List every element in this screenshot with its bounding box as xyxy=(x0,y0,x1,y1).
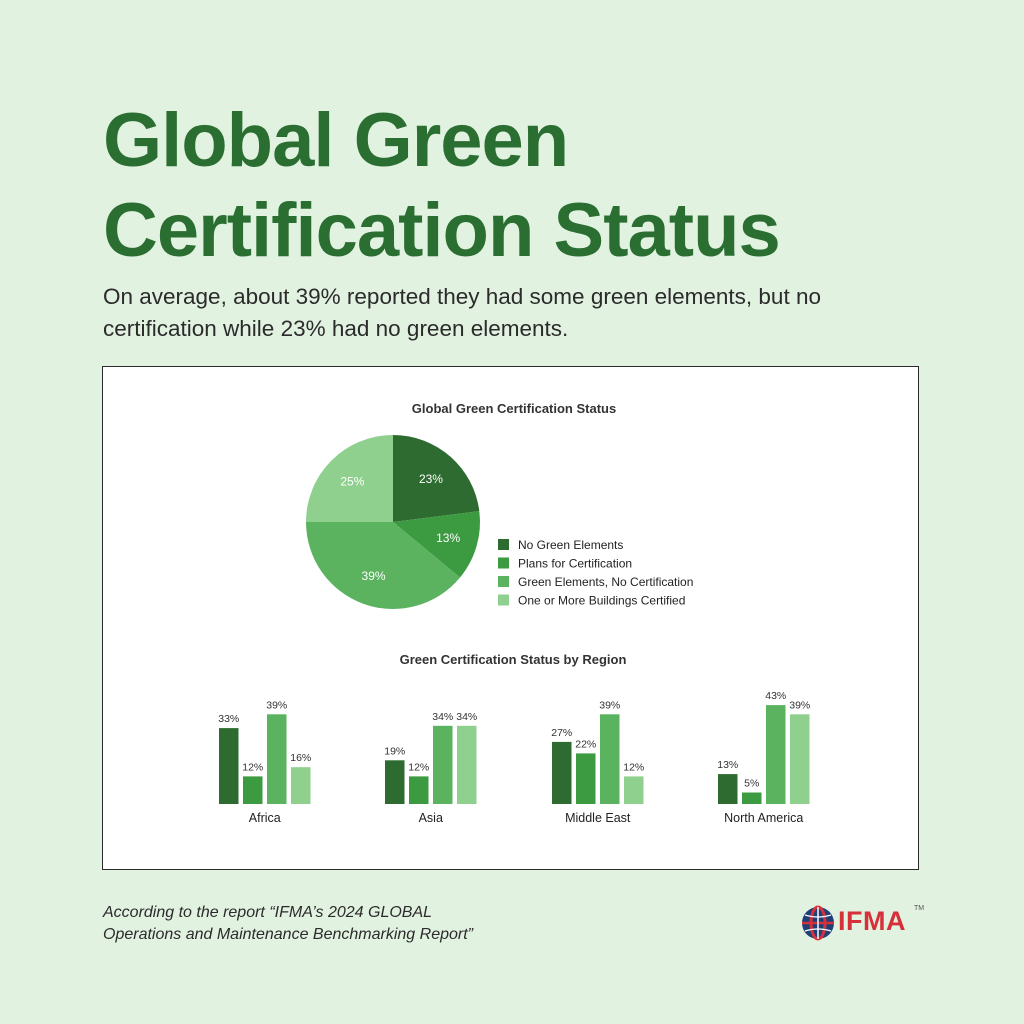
logo-wordmark: IFMA xyxy=(838,906,906,936)
bar xyxy=(291,767,311,804)
bar xyxy=(409,776,429,804)
bar xyxy=(243,776,263,804)
globe-icon xyxy=(802,905,834,941)
bar xyxy=(624,776,644,804)
bar xyxy=(576,753,596,804)
bar-chart-title: Green Certification Status by Region xyxy=(400,652,627,667)
headline-line-2: Certification Status xyxy=(103,188,781,273)
pie-slice-label: 39% xyxy=(362,569,386,583)
logo-trademark: TM xyxy=(914,905,925,912)
bar xyxy=(552,741,572,804)
bar xyxy=(457,725,477,804)
bar-category-label: Africa xyxy=(249,811,281,825)
legend-swatch xyxy=(498,557,509,569)
bar-category-label: North America xyxy=(724,811,803,825)
bar-value-label: 19% xyxy=(384,745,405,757)
pie-slice xyxy=(393,511,480,578)
bar-value-label: 33% xyxy=(218,713,239,725)
bar xyxy=(267,714,287,804)
bar-chart: Green Certification Status by Region 33% 1… xyxy=(218,652,810,825)
bar-value-label: 34% xyxy=(432,711,453,723)
bar-value-label: 22% xyxy=(575,738,596,750)
legend-label: One or More Buildings Certified xyxy=(518,594,685,608)
pie-slice xyxy=(306,435,393,522)
legend-label: No Green Elements xyxy=(518,538,623,552)
page-subtitle: On average, about 39% reported they had … xyxy=(103,281,963,345)
source-citation: According to the report “IFMA’s 2024 GLO… xyxy=(103,902,623,946)
pie-chart-title: Global Green Certification Status xyxy=(412,401,616,416)
pie-slice-label: 25% xyxy=(340,474,364,488)
bar-value-label: 13% xyxy=(717,759,738,771)
bar-value-label: 39% xyxy=(266,699,287,711)
chart-panel: Global Green Certification Status 23% 13% 3… xyxy=(102,366,919,870)
chart-canvas: Global Green Certification Status 23% 13% 3… xyxy=(218,401,810,825)
bar-value-label: 43% xyxy=(765,690,786,702)
legend-swatch xyxy=(498,594,509,606)
bar-value-label: 12% xyxy=(242,761,263,773)
subtitle-line-1: On average, about 39% reported they had … xyxy=(103,284,821,309)
subtitle-line-2: certification while 23% had no green ele… xyxy=(103,316,569,341)
headline-line-1: Global Green xyxy=(103,98,569,183)
pie-slice-label: 23% xyxy=(419,472,443,486)
bar-value-label: 5% xyxy=(744,778,759,790)
bar xyxy=(433,725,453,804)
bar xyxy=(219,728,239,804)
bar-category-label: Middle East xyxy=(565,811,631,825)
bar-value-label: 27% xyxy=(551,727,572,739)
bar xyxy=(742,792,762,804)
bar-value-label: 16% xyxy=(290,752,311,764)
legend-swatch xyxy=(498,539,509,550)
bar-category-label: Asia xyxy=(419,811,443,825)
legend-swatch xyxy=(498,576,509,587)
bar xyxy=(600,714,620,804)
ifma-logo: IFMA TM xyxy=(800,903,930,943)
source-line-2: Operations and Maintenance Benchmarking … xyxy=(103,926,473,943)
bar xyxy=(385,760,405,804)
page-headline: Global Green Certification Status xyxy=(103,96,963,276)
bar-value-label: 39% xyxy=(599,699,620,711)
legend-label: Plans for Certification xyxy=(518,557,632,571)
bar xyxy=(790,714,810,804)
legend-label: Green Elements, No Certification xyxy=(518,575,693,589)
pie-slice-label: 13% xyxy=(436,531,460,545)
bar-value-label: 12% xyxy=(623,761,644,773)
pie-chart: Global Green Certification Status 23% 13% 3… xyxy=(306,401,693,609)
bar-value-label: 39% xyxy=(789,699,810,711)
pie-slice xyxy=(306,522,461,609)
bar xyxy=(766,705,786,804)
bar xyxy=(718,774,738,804)
source-line-1: According to the report “IFMA’s 2024 GLO… xyxy=(103,904,433,921)
bar-value-label: 34% xyxy=(456,711,477,723)
pie-slice xyxy=(393,435,480,522)
bar-value-label: 12% xyxy=(408,761,429,773)
